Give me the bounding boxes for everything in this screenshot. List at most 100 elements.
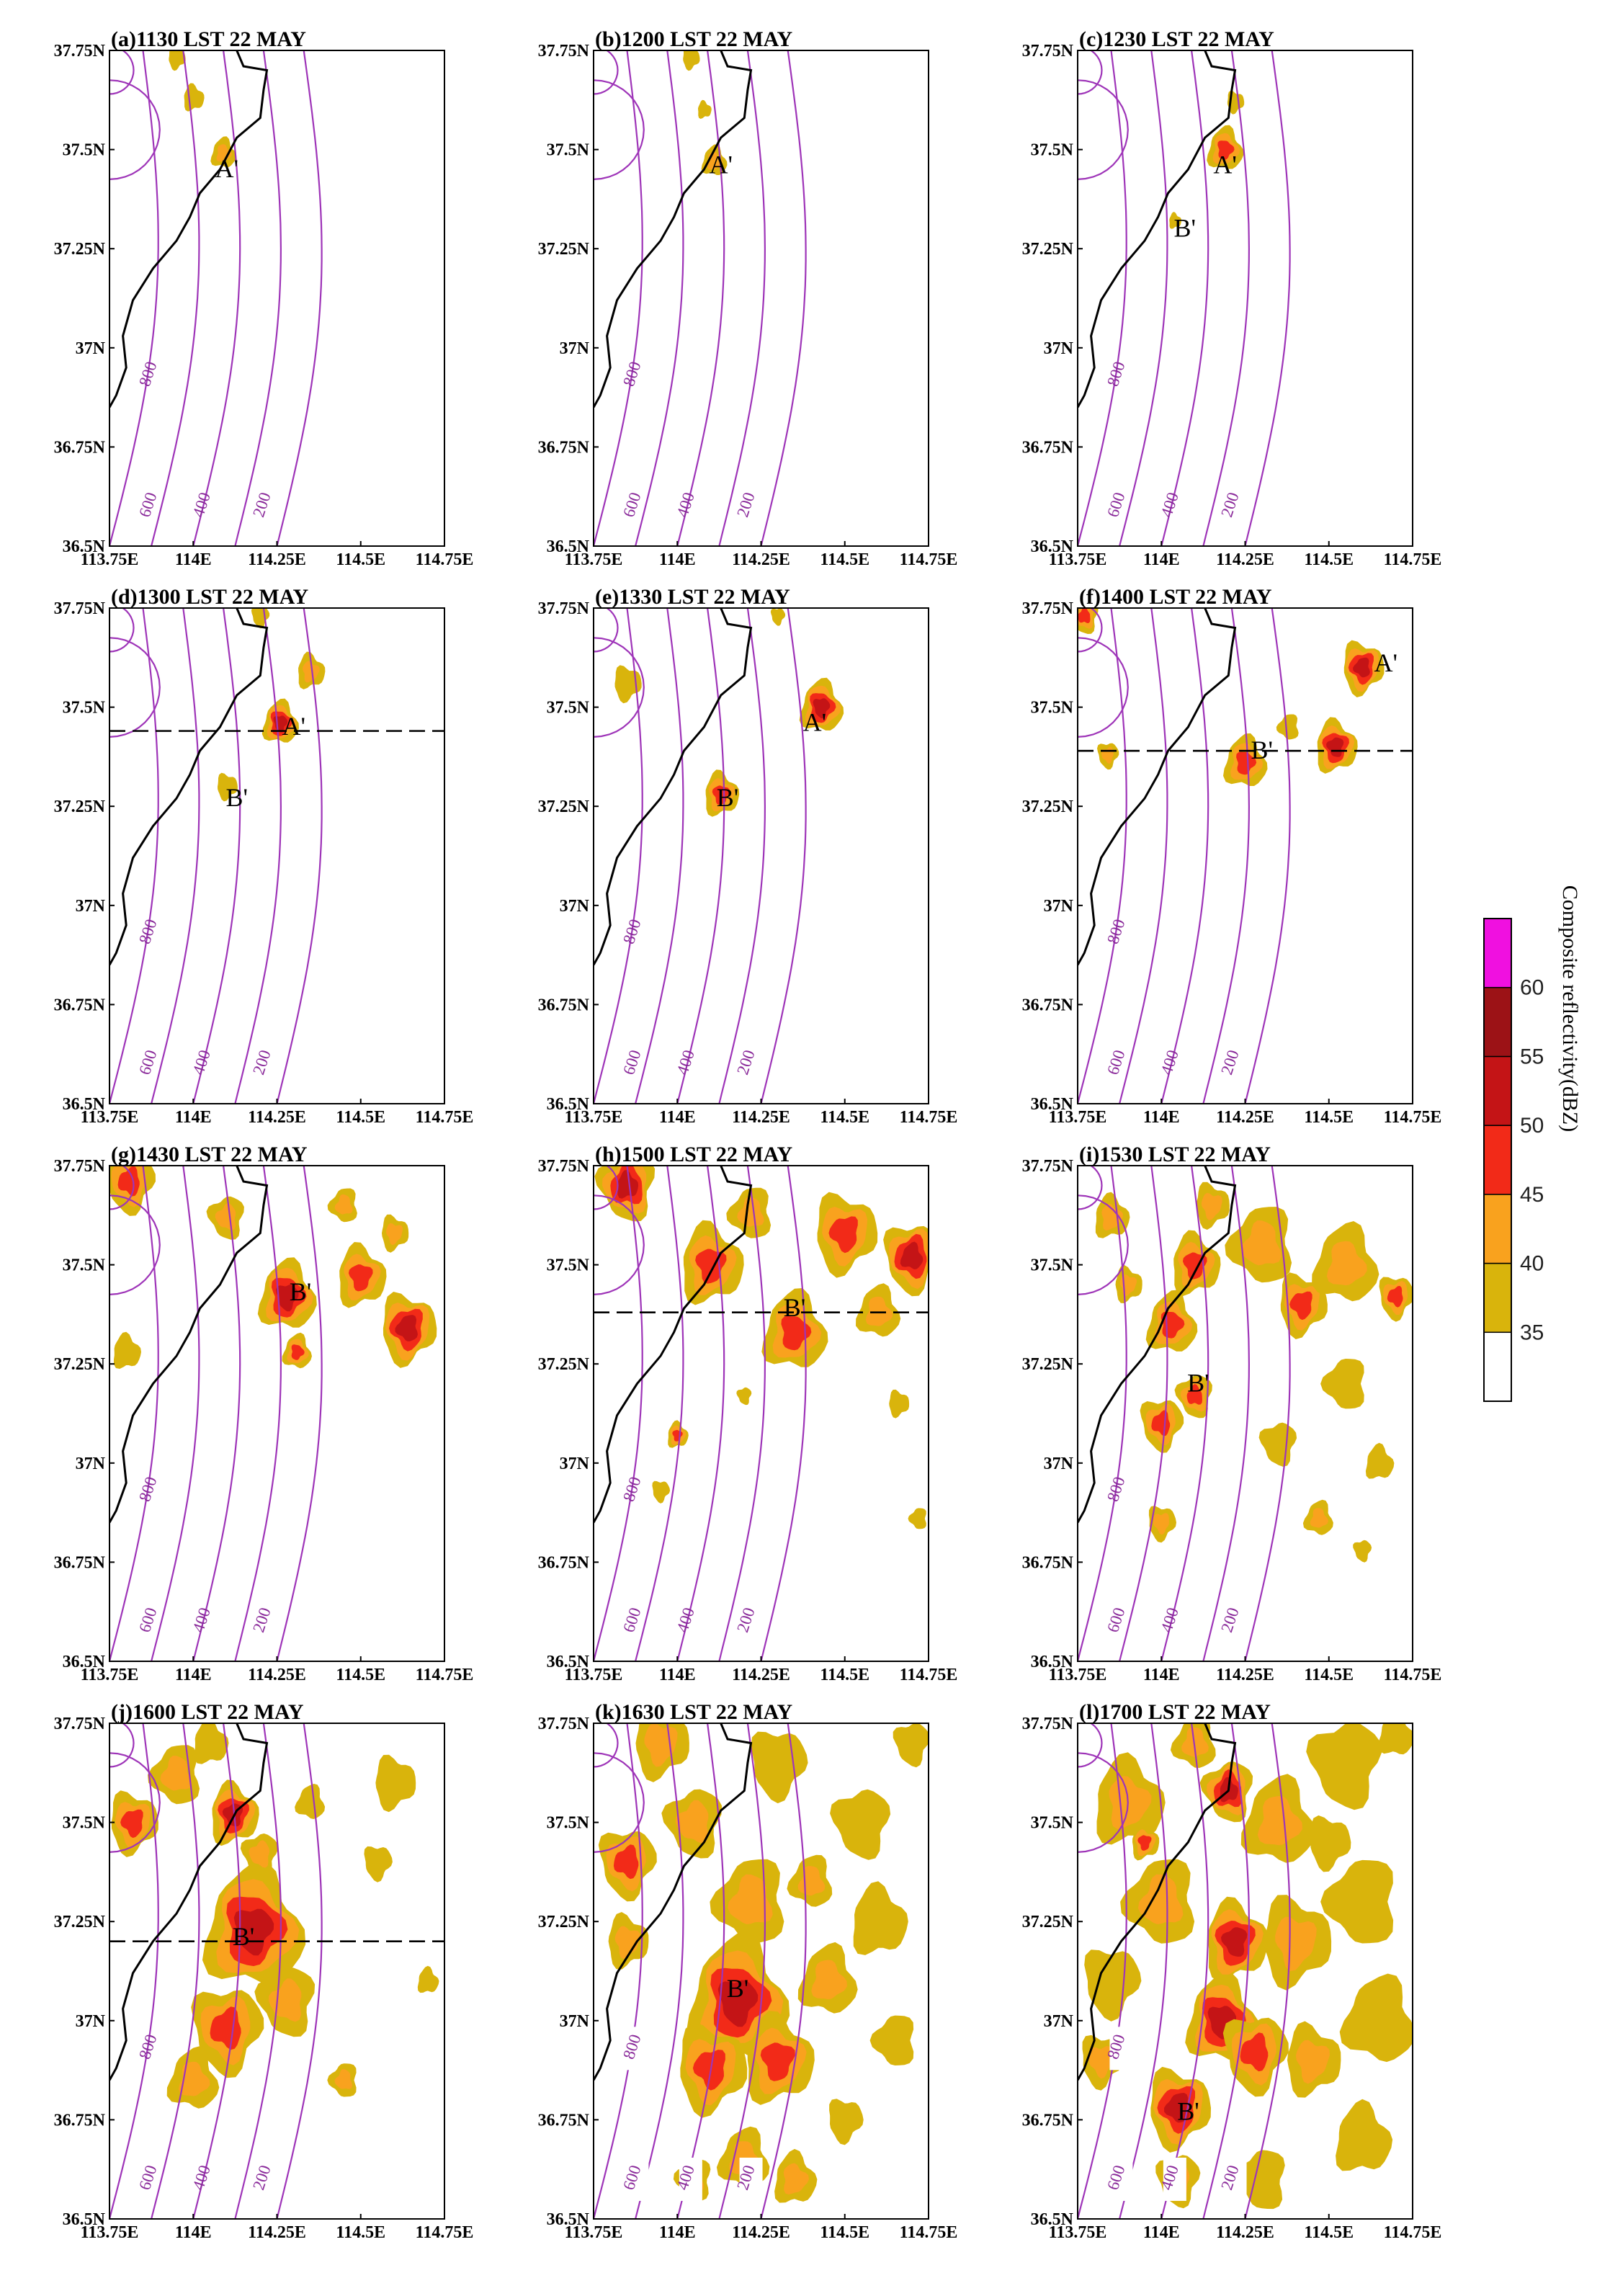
pressure-contour	[234, 1166, 282, 1661]
storm-cell-label: B'	[233, 1922, 255, 1951]
reflectivity-level	[1201, 1192, 1222, 1220]
y-tick-label: 37.5N	[547, 1814, 590, 1833]
pressure-contour	[1244, 1723, 1291, 2219]
reflectivity-cell	[1196, 1181, 1230, 1230]
reflectivity-level	[1220, 1927, 1248, 1957]
y-tick-label: 37.5N	[1031, 1814, 1074, 1833]
reflectivity-cell	[774, 2148, 818, 2203]
pressure-contour	[109, 1194, 161, 1295]
reflectivity-cell	[608, 1912, 649, 1970]
reflectivity-level	[1353, 1540, 1372, 1563]
pressure-contour	[109, 1723, 135, 1768]
y-tick-label: 37.25N	[1022, 240, 1074, 259]
pressure-contour	[109, 608, 135, 653]
reflectivity-level	[811, 1960, 847, 2000]
reflectivity-level	[692, 2050, 725, 2091]
x-tick-label: 114.5E	[1304, 2223, 1354, 2242]
pressure-contour	[109, 1752, 161, 1853]
x-tick-label: 114.75E	[900, 1666, 958, 1684]
x-tick-label: 114.5E	[820, 2223, 869, 2242]
reflectivity-level	[117, 1166, 140, 1197]
pressure-contour	[276, 50, 323, 546]
y-tick-label: 37.25N	[54, 1355, 106, 1374]
reflectivity-level	[617, 1170, 639, 1199]
reflectivity-level	[375, 1754, 416, 1813]
reflectivity-cell	[1378, 1723, 1413, 1755]
panel-title: (k)1630 LST 22 MAY	[595, 1700, 793, 1724]
reflectivity-level	[1320, 1859, 1394, 1944]
panel-background	[109, 608, 444, 1104]
pressure-contour	[594, 637, 645, 738]
colorbar-tick-label: 60	[1520, 976, 1544, 1000]
reflectivity-cell	[770, 608, 786, 626]
pressure-contour	[676, 608, 725, 1104]
pressure-contour	[192, 1723, 241, 2219]
x-tick-label: 114.75E	[1384, 2223, 1442, 2242]
x-tick-label: 114E	[659, 2223, 696, 2242]
y-tick-label: 36.75N	[1022, 438, 1074, 457]
y-tick-label: 37.5N	[547, 699, 590, 718]
pressure-contour	[276, 608, 323, 1104]
reflectivity-level	[334, 2068, 353, 2089]
pressure-contour	[760, 1166, 807, 1661]
y-tick-label: 36.75N	[54, 996, 106, 1014]
contour-label-box	[625, 2027, 649, 2071]
pressure-contour	[192, 50, 241, 546]
x-tick-label: 114E	[1143, 1666, 1180, 1684]
reflectivity-level	[1336, 2099, 1393, 2171]
reflectivity-cell	[1240, 1774, 1316, 1863]
reflectivity-level	[233, 1908, 274, 1956]
reflectivity-level	[303, 661, 320, 683]
y-tick-label: 37.5N	[63, 1814, 106, 1833]
reflectivity-cell	[1302, 1499, 1333, 1535]
reflectivity-cell	[1207, 1896, 1269, 1982]
x-tick-label: 114.5E	[820, 550, 869, 569]
reflectivity-cell	[761, 1288, 828, 1367]
coastline	[594, 608, 753, 966]
pressure-contour	[151, 1723, 200, 2219]
panel-background	[594, 608, 929, 1104]
coastline	[1078, 50, 1237, 408]
reflectivity-level	[1217, 140, 1235, 160]
y-tick-label: 37.25N	[538, 1913, 590, 1931]
pressure-contour	[594, 50, 643, 546]
x-tick-label: 114.75E	[416, 1666, 474, 1684]
reflectivity-cell	[218, 772, 238, 802]
reflectivity-level	[1181, 1727, 1209, 1757]
reflectivity-cell	[1174, 1375, 1212, 1419]
pressure-contour	[594, 608, 619, 653]
y-tick-label: 37.25N	[54, 798, 106, 816]
x-tick-label: 114.25E	[732, 2223, 790, 2242]
x-tick-label: 113.75E	[81, 1108, 139, 1127]
panel-title: (c)1230 LST 22 MAY	[1079, 27, 1274, 51]
reflectivity-cell	[1379, 1277, 1413, 1322]
reflectivity-cell	[830, 1789, 891, 1860]
y-tick-label: 36.5N	[547, 537, 590, 556]
reflectivity-cell	[1223, 733, 1268, 786]
reflectivity-cell	[339, 1242, 387, 1308]
pressure-contour	[594, 50, 619, 95]
storm-cell-label: A'	[1213, 151, 1236, 179]
y-tick-label: 37.25N	[54, 240, 106, 259]
reflectivity-level	[829, 2099, 864, 2145]
reflectivity-level	[1310, 1508, 1328, 1528]
y-tick-label: 37N	[76, 339, 106, 358]
pressure-contour	[718, 50, 766, 546]
x-tick-label: 113.75E	[565, 1108, 623, 1127]
reflectivity-level	[614, 1926, 640, 1960]
y-tick-label: 37.25N	[54, 1913, 106, 1931]
pressure-contour	[594, 79, 645, 180]
x-tick-label: 114E	[175, 550, 212, 569]
y-tick-label: 37.5N	[63, 1256, 106, 1275]
reflectivity-cell	[698, 99, 712, 119]
coastline	[594, 50, 753, 408]
pressure-contour	[109, 1723, 159, 2219]
x-tick-label: 113.75E	[1049, 1108, 1107, 1127]
x-tick-label: 114E	[175, 1108, 212, 1127]
panel-title: (f)1400 LST 22 MAY	[1079, 585, 1272, 609]
y-tick-label: 37.75N	[54, 1157, 106, 1176]
reflectivity-cell	[1310, 1815, 1351, 1872]
